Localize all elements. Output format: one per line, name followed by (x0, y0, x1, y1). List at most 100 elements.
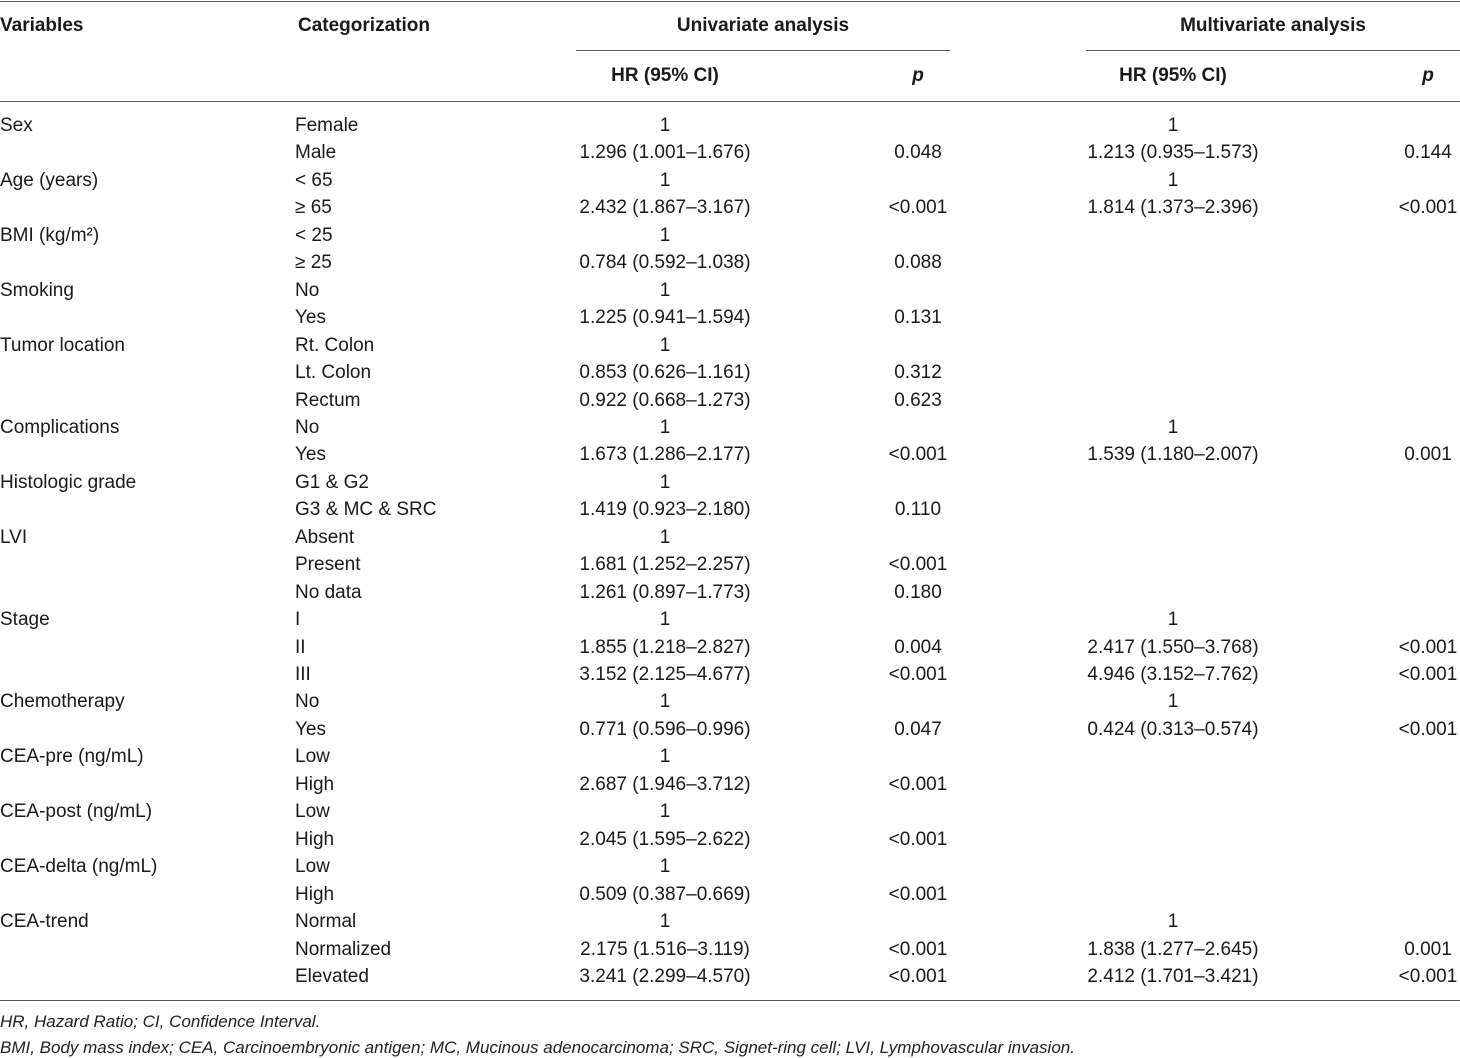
row-univariate-hr: 1 (659, 856, 671, 878)
row-category: Low (295, 746, 330, 768)
row-univariate-hr: 1.296 (1.001–1.676) (579, 142, 751, 164)
row-univariate-hr: 1 (659, 279, 671, 301)
row-variable: Chemotherapy (0, 691, 125, 713)
row-multivariate-hr: 4.946 (3.152–7.762) (1087, 664, 1259, 685)
row-variable: Complications (0, 416, 120, 438)
table-top-rule (0, 1, 1460, 2)
row-variable: CEA-trend (0, 911, 89, 933)
row-category: Male (295, 142, 337, 164)
row-multivariate-p: <0.001 (1398, 664, 1458, 685)
row-category: II (295, 636, 306, 658)
row-category: High (295, 773, 335, 795)
row-variable: LVI (0, 526, 28, 548)
row-multivariate-hr: 2.412 (1.701–3.421) (1087, 965, 1259, 987)
row-category: No (295, 279, 320, 301)
row-multivariate-hr: 1 (1167, 609, 1179, 631)
row-univariate-hr: 2.687 (1.946–3.712) (579, 773, 751, 795)
row-category: < 25 (295, 224, 333, 246)
row-univariate-hr: 1 (659, 746, 671, 768)
header-multivariate-analysis: Multivariate analysis (1180, 15, 1366, 36)
row-multivariate-p: <0.001 (1398, 965, 1458, 987)
header-multivariate-p: p (1422, 65, 1434, 86)
row-multivariate-hr: 1.838 (1.277–2.645) (1087, 938, 1259, 960)
row-category: Normal (295, 911, 357, 933)
row-multivariate-hr: 0.424 (0.313–0.574) (1087, 718, 1259, 740)
row-category: Rt. Colon (295, 334, 375, 356)
header-univariate-analysis: Univariate analysis (676, 15, 850, 36)
row-category: Lt. Colon (295, 362, 372, 384)
row-univariate-p: 0.004 (894, 636, 942, 658)
row-variable: Sex (0, 115, 33, 136)
univariate-group-rule (576, 50, 950, 51)
row-univariate-hr: 2.045 (1.595–2.622) (579, 828, 751, 850)
row-category: Elevated (295, 965, 369, 987)
table-bottom-rule (0, 1000, 1460, 1001)
row-category: Present (295, 554, 361, 576)
row-univariate-hr: 1 (659, 609, 671, 631)
footnote-abbreviations-2: BMI, Body mass index; CEA, Carcinoembryo… (0, 1038, 1075, 1057)
row-univariate-hr: 1 (659, 471, 671, 493)
row-univariate-hr: 1 (659, 526, 671, 548)
row-univariate-p: 0.312 (894, 362, 942, 384)
row-multivariate-p: 0.001 (1404, 444, 1452, 466)
row-multivariate-p: 0.144 (1404, 142, 1452, 164)
row-univariate-p: <0.001 (888, 965, 948, 987)
header-univariate-p: p (912, 65, 924, 86)
row-univariate-hr: 1 (659, 801, 671, 823)
row-univariate-p: <0.001 (888, 664, 948, 685)
row-univariate-p: <0.001 (888, 444, 948, 466)
row-univariate-hr: 1.225 (0.941–1.594) (579, 307, 751, 329)
row-univariate-p: 0.131 (894, 307, 942, 329)
row-univariate-hr: 1 (659, 115, 671, 136)
row-category: High (295, 883, 335, 905)
header-bottom-rule (0, 101, 1460, 102)
row-multivariate-p: <0.001 (1398, 636, 1458, 658)
row-category: G1 & G2 (295, 471, 369, 493)
row-univariate-hr: 1.419 (0.923–2.180) (579, 499, 751, 521)
row-univariate-hr: 1.673 (1.286–2.177) (579, 444, 751, 466)
row-univariate-hr: 0.784 (0.592–1.038) (579, 252, 751, 274)
row-variable: Age (years) (0, 169, 99, 191)
row-univariate-hr: 1 (659, 416, 671, 438)
row-multivariate-hr: 1 (1167, 691, 1179, 713)
row-univariate-hr: 1.261 (0.897–1.773) (579, 581, 751, 603)
row-multivariate-hr: 1 (1167, 416, 1179, 438)
row-univariate-hr: 1.855 (1.218–2.827) (579, 636, 751, 658)
row-univariate-p: 0.110 (894, 499, 942, 521)
row-multivariate-p: 0.001 (1404, 938, 1452, 960)
footnote-abbreviations-1: HR, Hazard Ratio; CI, Confidence Interva… (0, 1012, 321, 1031)
row-category: Absent (295, 526, 355, 548)
row-category: No (295, 416, 320, 438)
row-multivariate-p: <0.001 (1398, 197, 1458, 219)
row-category: No data (295, 581, 362, 603)
row-category: Yes (295, 444, 326, 466)
row-multivariate-p: <0.001 (1398, 718, 1458, 740)
row-variable: CEA-post (ng/mL) (0, 801, 153, 823)
row-univariate-hr: 1 (659, 224, 671, 246)
row-univariate-hr: 1 (659, 911, 671, 933)
row-category: Rectum (295, 389, 361, 411)
row-category: Yes (295, 718, 326, 740)
header-univariate-hr-ci: HR (95% CI) (611, 65, 719, 86)
header-categorization: Categorization (298, 15, 430, 36)
row-univariate-hr: 3.152 (2.125–4.677) (579, 664, 751, 685)
row-variable: CEA-delta (ng/mL) (0, 856, 158, 878)
row-variable: Smoking (0, 279, 74, 301)
row-category: < 65 (295, 169, 333, 191)
row-univariate-p: <0.001 (888, 883, 948, 905)
row-univariate-p: <0.001 (888, 773, 948, 795)
row-univariate-p: <0.001 (888, 554, 948, 576)
row-univariate-hr: 2.175 (1.516–3.119) (580, 938, 750, 960)
row-univariate-p: <0.001 (888, 197, 948, 219)
multivariate-group-rule (1086, 50, 1460, 51)
row-category: Low (295, 801, 330, 823)
row-category: High (295, 828, 335, 850)
row-variable: CEA-pre (ng/mL) (0, 746, 144, 768)
row-multivariate-hr: 1 (1167, 911, 1179, 933)
row-univariate-hr: 1 (659, 691, 671, 713)
row-category: ≥ 65 (295, 197, 332, 219)
row-univariate-hr: 0.922 (0.668–1.273) (579, 389, 751, 411)
row-univariate-hr: 0.771 (0.596–0.996) (579, 718, 751, 740)
row-univariate-hr: 1.681 (1.252–2.257) (579, 554, 751, 576)
row-multivariate-hr: 1.814 (1.373–2.396) (1087, 197, 1259, 219)
